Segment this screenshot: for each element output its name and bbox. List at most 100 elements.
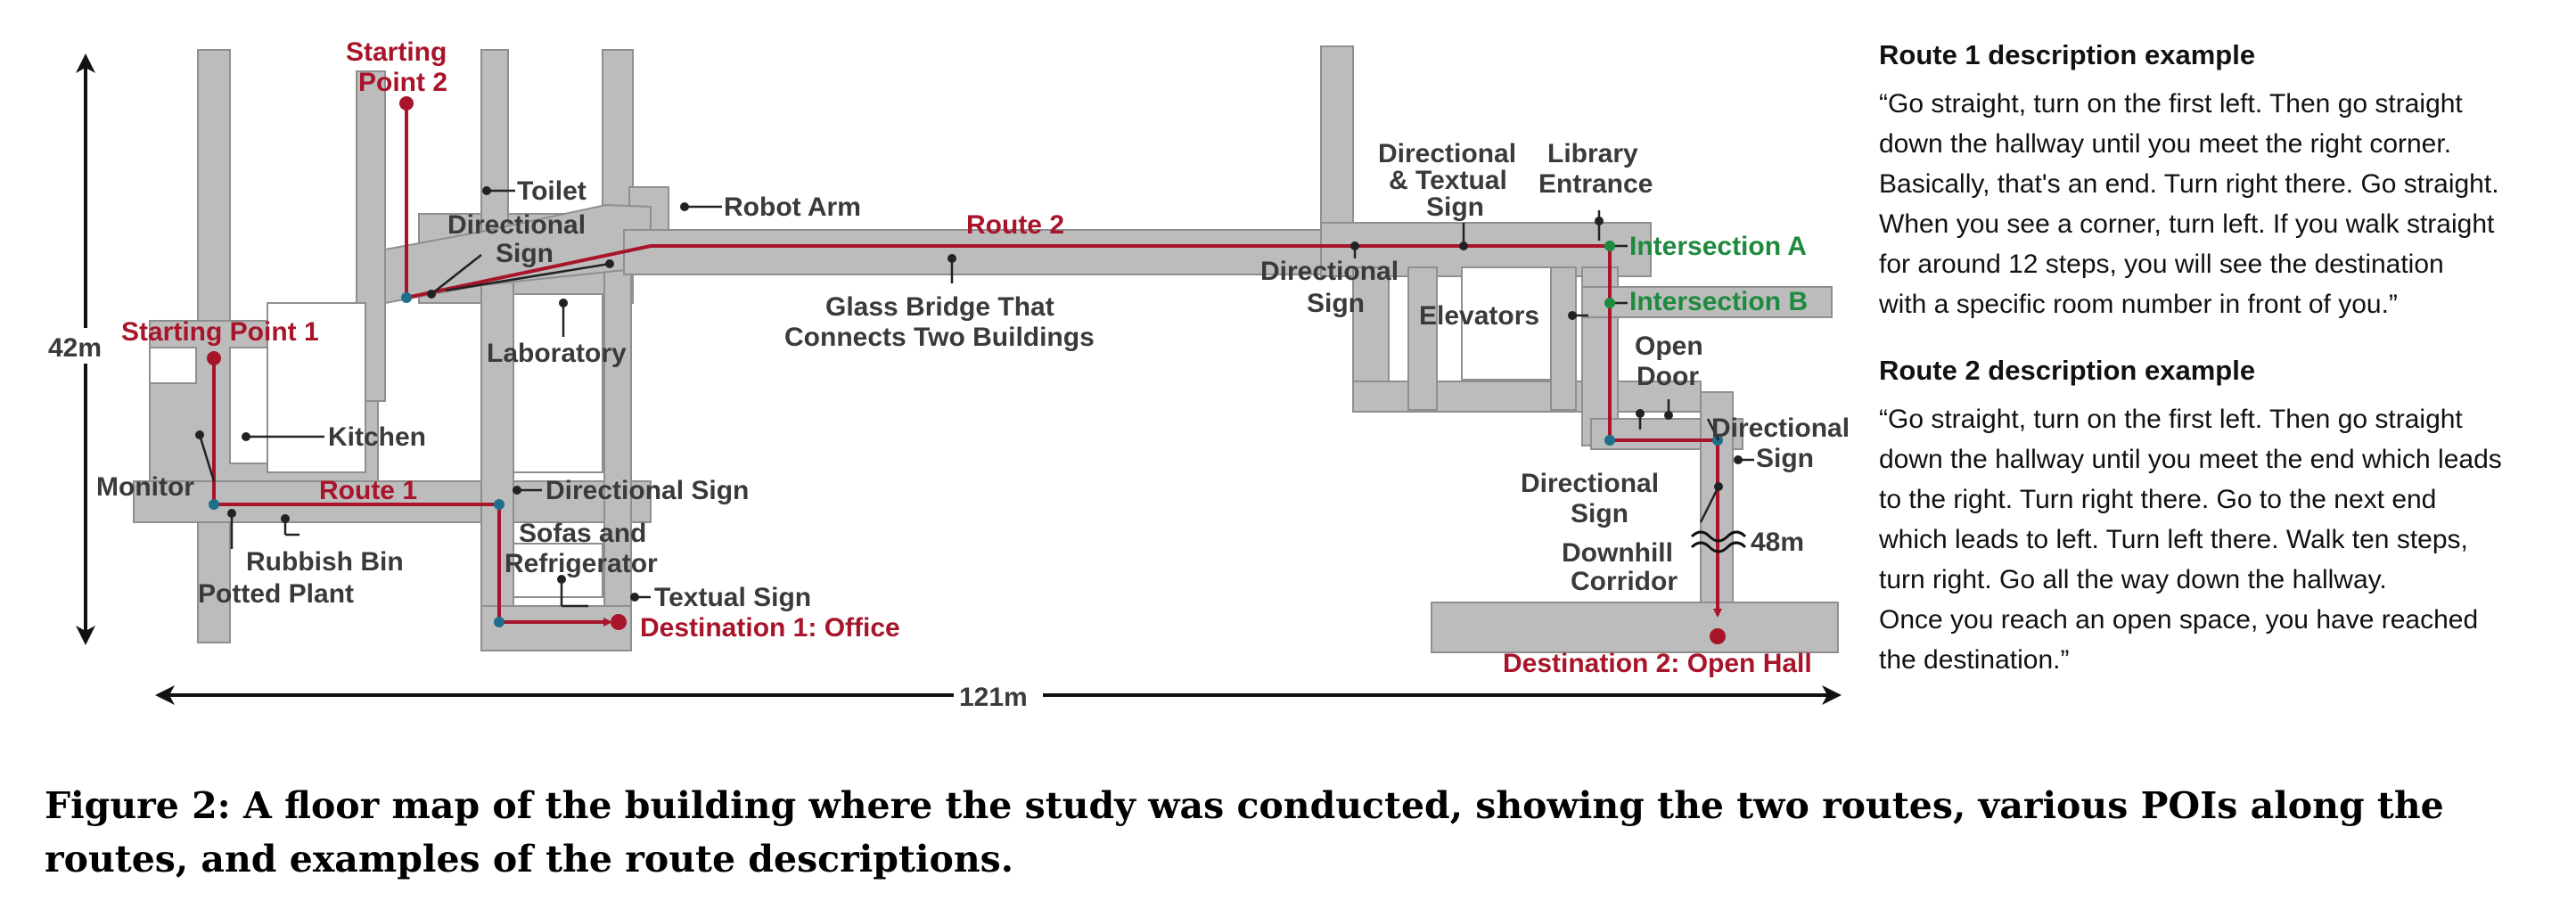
corridor [1320, 45, 1354, 252]
route-2-label: Route 2 [966, 210, 1064, 240]
monitor-label: Monitor [96, 472, 194, 502]
directional-sign-label: Directional [1521, 469, 1659, 498]
glass-bridge-label: Connects Two Buildings [784, 323, 1095, 352]
textual-sign-label: Textual Sign [654, 583, 811, 612]
room [1461, 266, 1552, 381]
laboratory-label: Laboratory [487, 339, 627, 368]
downhill-corridor-label: Downhill [1562, 538, 1673, 568]
library-entrance-label: Entrance [1538, 169, 1653, 199]
turn-point [209, 499, 219, 510]
route-2-description: Route 2 description example “Go straight… [1879, 355, 2565, 680]
potted-plant-label: Potted Plant [198, 579, 354, 609]
poi-dots [195, 186, 1743, 602]
directional-sign-label: Directional [1711, 414, 1850, 443]
directional-sign-label: Sign [1756, 444, 1814, 473]
starting-point-2-dot [399, 96, 414, 111]
route-1-description-title: Route 1 description example [1879, 39, 2256, 70]
sofas-refrigerator-label: Refrigerator [505, 549, 658, 578]
route-descriptions: Route 1 description example “Go straight… [1879, 39, 2565, 710]
glass-bridge-label: Glass Bridge That [825, 292, 1054, 322]
poi-dot [557, 575, 566, 584]
starting-point-2-label: Point 2 [358, 68, 447, 97]
directional-sign-label: Directional Sign [546, 476, 749, 505]
directional-sign-label: Sign [496, 239, 554, 268]
poi-dot [427, 290, 436, 299]
poi-dot [605, 259, 614, 268]
open-door-label: Door [1637, 362, 1699, 391]
corridor [1550, 266, 1577, 411]
room [513, 293, 603, 473]
corridor [603, 266, 632, 651]
room [513, 543, 603, 598]
starting-point-1-label: Starting Point 1 [121, 317, 319, 347]
map-labels: 42m 121m 48m Starting Point 2 Starting P… [48, 37, 1850, 712]
starting-point-1-dot [207, 351, 221, 365]
rubbish-bin-label: Rubbish Bin [246, 547, 404, 577]
directional-sign-label: Directional [1260, 257, 1399, 286]
height-label: 42m [48, 333, 102, 363]
turn-point [401, 292, 412, 303]
corridor [480, 605, 632, 651]
poi-dot [195, 430, 204, 439]
poi-dot [1664, 411, 1673, 420]
poi-dot [1568, 311, 1577, 320]
poi-dot [1459, 242, 1468, 250]
poi-dot [482, 186, 491, 195]
intersection-a-label: Intersection A [1629, 232, 1807, 261]
poi-dot [227, 509, 236, 518]
route-1-description: Route 1 description example “Go straight… [1879, 39, 2565, 324]
corridor [356, 70, 386, 402]
robot-arm-label: Robot Arm [724, 192, 861, 222]
directional-textual-sign-label: Directional [1378, 139, 1516, 168]
poi-dot [559, 299, 568, 307]
sofas-refrigerator-label: Sofas and [519, 519, 646, 548]
elevators-label: Elevators [1419, 301, 1539, 331]
poi-dot [281, 514, 290, 523]
kitchen-label: Kitchen [328, 422, 426, 452]
floor-map: 42m 121m 48m Starting Point 2 Starting P… [48, 37, 1850, 712]
toilet-label: Toilet [517, 176, 587, 206]
intersection-b-dot [1604, 298, 1615, 308]
directional-textual-sign-label: Sign [1426, 192, 1484, 222]
poi-dot [1636, 409, 1645, 418]
poi-dot [1595, 217, 1604, 225]
route-2-description-title: Route 2 description example [1879, 355, 2256, 386]
library-entrance-label: Library [1547, 139, 1638, 168]
directional-sign-label: Sign [1571, 499, 1628, 528]
width-label: 121m [959, 683, 1028, 712]
route-1-description-text: “Go straight, turn on the first left. Th… [1879, 89, 2499, 319]
corridor [1407, 266, 1438, 411]
figure-caption: Figure 2: A floor map of the building wh… [45, 784, 2444, 880]
intersection-a-dot [1604, 241, 1615, 251]
directional-textual-sign-label: & Textual [1389, 166, 1507, 195]
glass-bridge [623, 229, 1324, 275]
downhill-corridor-label: Corridor [1571, 567, 1678, 596]
poi-dot [1350, 242, 1359, 250]
poi-dot [513, 486, 521, 495]
room [229, 347, 268, 464]
rooms [149, 266, 1552, 598]
turn-point [494, 499, 505, 510]
downhill-break-mark [1690, 530, 1747, 553]
destination-1-dot [611, 614, 627, 630]
dimension-label-bg [52, 328, 116, 364]
corridor-length-label: 48m [1751, 528, 1804, 557]
directional-sign-label: Sign [1307, 289, 1365, 318]
turn-point [1604, 435, 1615, 446]
destination-1-label: Destination 1: Office [640, 613, 900, 643]
corridor [133, 480, 652, 523]
directional-sign-label: Directional [447, 210, 586, 240]
poi-dot [1714, 482, 1723, 491]
poi-dot [1734, 455, 1743, 464]
turn-point [494, 617, 505, 627]
poi-dot [630, 593, 639, 602]
destination-2-label: Destination 2: Open Hall [1503, 649, 1812, 678]
poi-dot [242, 432, 250, 441]
route-1-label: Route 1 [319, 476, 417, 505]
open-door-label: Open [1635, 332, 1703, 361]
destination-2-dot [1710, 628, 1726, 644]
route-2-description-text: “Go straight, turn on the first left. Th… [1879, 405, 2502, 675]
dimension-label-bg [956, 679, 1041, 711]
poi-dot [680, 202, 689, 211]
room [267, 302, 366, 473]
